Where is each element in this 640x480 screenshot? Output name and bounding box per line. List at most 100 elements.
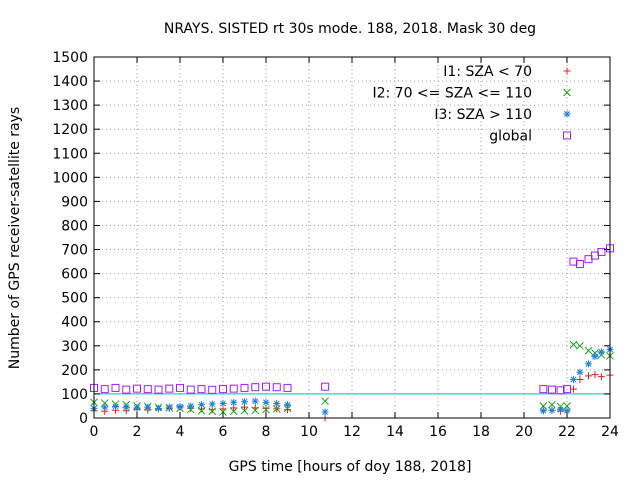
x-tick-label: 4 — [176, 424, 185, 440]
series-3-point — [101, 403, 109, 411]
y-tick-label: 300 — [61, 339, 88, 355]
y-tick-label: 1300 — [52, 98, 88, 114]
series-3-point — [321, 408, 329, 416]
x-tick-label: 12 — [343, 424, 361, 440]
series-4-point — [208, 385, 217, 394]
series-4-point — [219, 385, 227, 394]
series-4 — [90, 244, 614, 395]
series-3-point — [122, 403, 130, 411]
series-3-point — [219, 400, 227, 408]
series-2-point — [186, 405, 195, 414]
series-2-point — [262, 405, 270, 414]
series-3-point — [591, 353, 599, 361]
grid — [94, 57, 610, 418]
series-3-point — [187, 402, 195, 410]
series-4-point — [154, 385, 163, 394]
series-3-point — [230, 398, 238, 406]
y-tick-label: 1400 — [52, 74, 88, 90]
x-tick-label: 2 — [133, 424, 142, 440]
plot-frame — [93, 56, 611, 419]
series-3-point — [284, 401, 291, 409]
series-3-point — [576, 368, 584, 376]
y-tick-label: 700 — [61, 243, 88, 259]
series-1-point — [597, 373, 605, 381]
x-tick-label: 8 — [262, 424, 271, 440]
series-3-point — [548, 406, 556, 414]
x-tick-label: 16 — [429, 424, 447, 440]
series-1-point — [569, 385, 577, 393]
series-2-point — [569, 340, 578, 349]
series-1-point — [591, 371, 599, 379]
series-2-point — [591, 349, 599, 357]
series-3-point — [198, 401, 205, 409]
series-3-point — [563, 407, 571, 415]
series-1-point — [262, 404, 270, 412]
series-3-point — [112, 402, 119, 410]
series-4-point — [197, 385, 206, 394]
series-4-point — [240, 383, 249, 392]
series-3-point — [165, 403, 173, 411]
y-tick-label: 500 — [61, 291, 88, 307]
series-3-point — [557, 406, 565, 414]
series-3-point — [273, 400, 281, 408]
series-3-point — [133, 404, 141, 412]
series-3-point — [597, 348, 605, 356]
series-4-point — [186, 385, 195, 394]
y-tick-label: 800 — [61, 218, 88, 234]
series-2-point — [197, 406, 206, 415]
y-axis-label: Number of GPS receiver-satellite rays — [7, 107, 23, 369]
y-tick-label: 0 — [79, 411, 88, 427]
y-tick-label: 100 — [61, 387, 88, 403]
series-3-point — [585, 360, 592, 368]
series-2-point — [251, 406, 260, 415]
series-3-point — [155, 404, 162, 412]
series-3-point — [251, 397, 259, 405]
series-1-point — [576, 375, 584, 383]
series-4-point — [569, 257, 578, 266]
series-3-point — [208, 400, 216, 408]
legend: I1: SZA < 70 I2: 70 <= SZA <= 110 I3: SZA … — [372, 64, 571, 145]
legend-marker-3 — [563, 110, 571, 118]
x-tick-label: 6 — [219, 424, 228, 440]
y-tick-label: 1100 — [52, 146, 88, 162]
series-4-point — [563, 385, 571, 394]
x-tick-label: 24 — [601, 424, 619, 440]
series-2-point — [240, 406, 249, 415]
series-3-point — [262, 398, 270, 406]
series-4-point — [262, 382, 270, 391]
series-2-point — [576, 341, 584, 350]
series-2-point — [321, 397, 329, 406]
y-tick-label: 900 — [61, 194, 88, 210]
y-tick-label: 1200 — [52, 122, 88, 138]
legend-label-3: I3: SZA > 110 — [434, 107, 532, 123]
series-4-point — [283, 383, 292, 392]
series-1-point — [585, 372, 592, 380]
y-tick-label: 1500 — [52, 50, 88, 66]
x-tick-label: 0 — [90, 424, 99, 440]
y-tick-label: 400 — [61, 315, 88, 331]
series-2-point — [219, 408, 227, 416]
series-3-point — [176, 402, 184, 410]
y-tick-label: 600 — [61, 267, 88, 283]
series-4-point — [165, 384, 174, 393]
legend-marker-4 — [563, 131, 571, 140]
legend-label-2: I2: 70 <= SZA <= 110 — [372, 86, 532, 102]
y-tick-label: 1000 — [52, 170, 88, 186]
series-2-point — [584, 346, 593, 355]
x-tick-label: 18 — [472, 424, 490, 440]
series-2-point — [229, 407, 238, 416]
series-4-point — [597, 247, 606, 256]
series-4-point — [321, 382, 330, 391]
series-4-point — [539, 385, 548, 394]
series-2-point — [283, 404, 292, 413]
series-4-point — [100, 385, 109, 394]
series-2-point — [548, 400, 556, 409]
legend-marker-1 — [563, 67, 571, 75]
series-4-point — [133, 384, 141, 393]
y-tick-label: 200 — [61, 363, 88, 379]
series-4-point — [547, 385, 556, 394]
series-3-point — [569, 375, 577, 383]
x-tick-label: 20 — [515, 424, 533, 440]
legend-label-4: global — [489, 129, 532, 145]
